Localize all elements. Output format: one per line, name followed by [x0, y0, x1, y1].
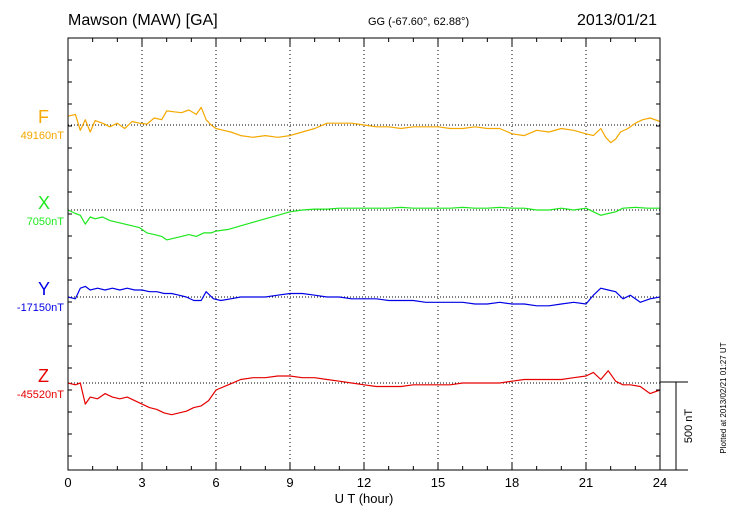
x-tick-label: 9 — [286, 475, 293, 490]
channel-name-x: X — [38, 193, 51, 213]
channel-baseline-y: -17150nT — [16, 302, 64, 314]
scale-bar: 500 nT — [660, 381, 695, 471]
channel-baseline-x: 7050nT — [26, 216, 64, 228]
station-coords: GG (-67.60°, 62.88°) — [368, 16, 470, 28]
chart-date: 2013/01/21 — [577, 12, 658, 29]
x-tick-label: 24 — [653, 475, 667, 490]
grid-lines — [141, 38, 587, 470]
x-tick-label: 18 — [505, 475, 519, 490]
x-axis-label: U T (hour) — [335, 491, 394, 506]
channel-name-z: Z — [38, 366, 49, 386]
series-z-line — [67, 370, 661, 416]
x-tick-label: 0 — [64, 475, 71, 490]
x-axis-ticks: 0 3 6 9 12 15 18 21 24 — [64, 38, 667, 490]
plotted-at-text: Plotted at 2013/02/21 01:27 UT — [719, 342, 728, 453]
x-tick-label: 3 — [138, 475, 145, 490]
channel-baseline-f: 49160nT — [20, 130, 64, 142]
series-f-line — [67, 106, 661, 144]
series-x-line — [67, 206, 660, 241]
channel-name-f: F — [38, 107, 49, 127]
channel-name-y: Y — [38, 279, 51, 299]
x-tick-label: 12 — [357, 475, 371, 490]
x-tick-label: 15 — [431, 475, 445, 490]
series-traces — [67, 106, 661, 416]
station-title: Mawson (MAW) [GA] — [68, 12, 218, 29]
x-tick-label: 21 — [579, 475, 593, 490]
scale-bar-label: 500 nT — [683, 409, 695, 444]
channel-baseline-z: -45520nT — [16, 389, 64, 401]
series-y-line — [67, 285, 661, 307]
x-tick-label: 6 — [212, 475, 219, 490]
